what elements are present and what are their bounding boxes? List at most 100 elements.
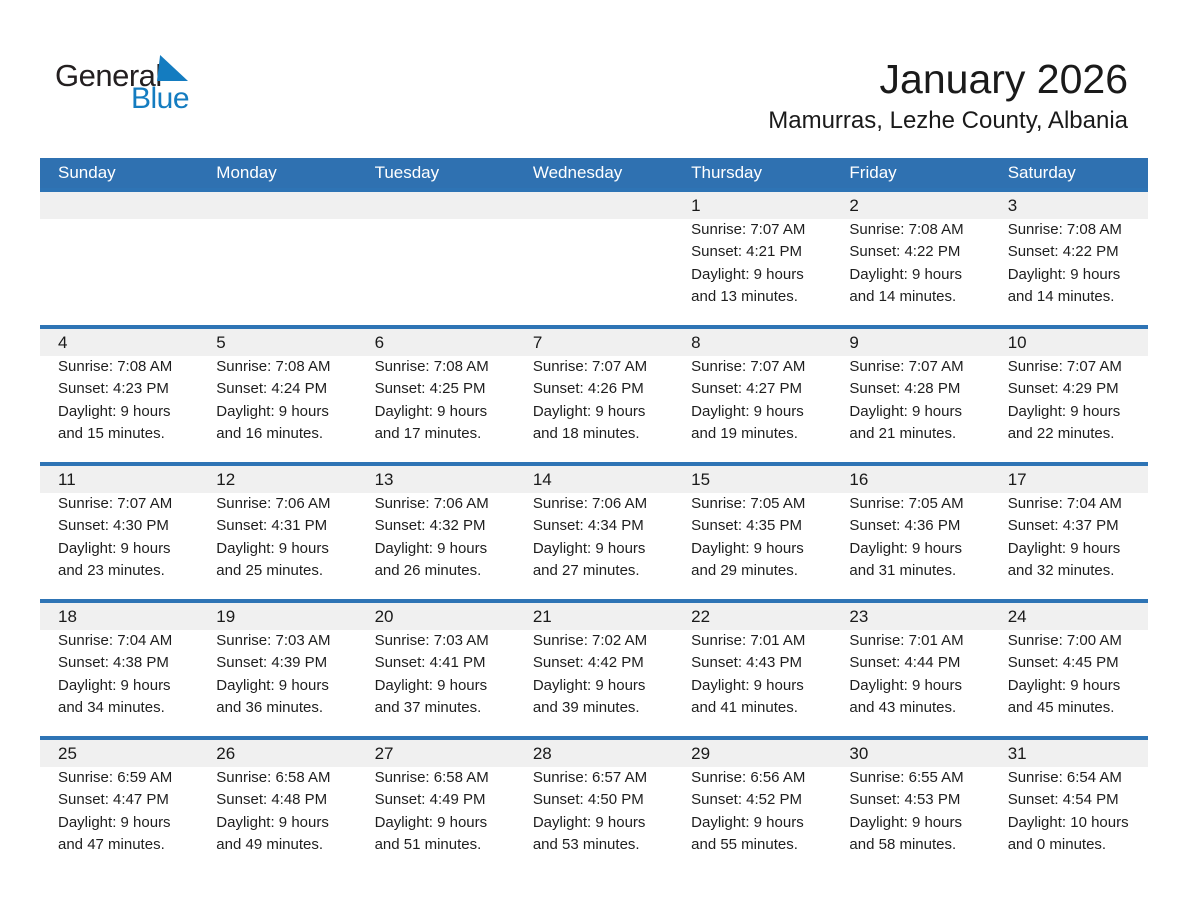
daylight-minutes-text: and 27 minutes. — [532, 562, 640, 580]
sunset-text: Sunset: 4:38 PM — [58, 654, 169, 672]
weekday-thursday: Thursday — [691, 163, 763, 182]
day-cell-5: 5 Sunrise: 7:08 AM Sunset: 4:24 PM Daylight… — [198, 329, 357, 462]
daylight-hours-text: Daylight: 9 hours — [58, 676, 171, 694]
daylight-hours-text: Daylight: 9 hours — [1007, 402, 1121, 420]
sunrise-text: Sunrise: 6:55 AM — [849, 769, 964, 786]
weekday-wednesday: Wednesday — [532, 163, 623, 182]
week-row: 25 Sunrise: 6:59 AM Sunset: 4:47 PM Dayligh… — [40, 736, 1148, 873]
daylight-hours-text: Daylight: 9 hours — [849, 813, 962, 831]
day-number: 18 — [40, 603, 199, 630]
day-cell-21: 21 Sunrise: 7:02 AM Sunset: 4:42 PM Dayligh… — [514, 603, 674, 736]
day-cell-6: 6 Sunrise: 7:08 AM Sunset: 4:25 PM Daylight… — [356, 329, 515, 462]
sunrise-text: Sunrise: 7:06 AM — [374, 495, 489, 512]
day-number: 25 — [40, 740, 199, 767]
day-cell-14: 14 Sunrise: 7:06 AM Sunset: 4:34 PM Dayligh… — [514, 466, 674, 599]
day-cell-3: 3 Sunrise: 7:08 AM Sunset: 4:22 PM Daylight… — [989, 192, 1148, 325]
day-number: 24 — [989, 603, 1148, 630]
sunrise-text: Sunrise: 6:57 AM — [532, 769, 648, 786]
daylight-hours-text: Daylight: 9 hours — [532, 539, 646, 557]
day-number: 6 — [356, 329, 515, 356]
daylight-minutes-text: and 13 minutes. — [691, 288, 798, 306]
sunset-text: Sunset: 4:30 PM — [58, 517, 169, 535]
day-number: 19 — [198, 603, 357, 630]
sunset-text: Sunset: 4:21 PM — [691, 243, 803, 261]
day-cell-empty — [198, 192, 357, 325]
weekday-monday: Monday — [216, 163, 277, 182]
daylight-hours-text: Daylight: 9 hours — [532, 813, 646, 831]
day-number: 13 — [356, 466, 515, 493]
day-cell-22: 22 Sunrise: 7:01 AM Sunset: 4:43 PM Dayligh… — [673, 603, 832, 736]
sunrise-text: Sunrise: 7:04 AM — [58, 632, 173, 649]
sunset-text: Sunset: 4:31 PM — [216, 517, 328, 535]
week-row: 4 Sunrise: 7:08 AM Sunset: 4:23 PM Daylight… — [40, 325, 1148, 462]
sunrise-text: Sunrise: 7:03 AM — [374, 632, 489, 649]
daylight-hours-text: Daylight: 9 hours — [58, 539, 171, 557]
day-number — [356, 192, 515, 219]
day-number: 5 — [198, 329, 357, 356]
day-number — [514, 192, 674, 219]
day-cell-28: 28 Sunrise: 6:57 AM Sunset: 4:50 PM Dayligh… — [514, 740, 674, 873]
daylight-hours-text: Daylight: 9 hours — [691, 402, 804, 420]
sunset-text: Sunset: 4:26 PM — [532, 380, 644, 398]
sunrise-text: Sunrise: 7:08 AM — [1007, 221, 1122, 238]
sunset-text: Sunset: 4:24 PM — [216, 380, 328, 398]
daylight-hours-text: Daylight: 9 hours — [532, 676, 646, 694]
general-blue-logo: General Blue — [55, 55, 275, 122]
daylight-hours-text: Daylight: 9 hours — [691, 676, 804, 694]
sunset-text: Sunset: 4:39 PM — [216, 654, 328, 672]
daylight-minutes-text: and 49 minutes. — [216, 836, 324, 854]
sunrise-text: Sunrise: 7:07 AM — [691, 221, 806, 238]
day-cell-1: 1 Sunrise: 7:07 AM Sunset: 4:21 PM Daylight… — [673, 192, 832, 325]
daylight-minutes-text: and 53 minutes. — [532, 836, 640, 854]
day-number: 31 — [989, 740, 1148, 767]
daylight-hours-text: Daylight: 9 hours — [691, 539, 804, 557]
logo-text-blue: Blue — [131, 82, 190, 115]
daylight-minutes-text: and 34 minutes. — [58, 699, 165, 717]
sunset-text: Sunset: 4:49 PM — [374, 791, 486, 809]
sunrise-text: Sunrise: 7:07 AM — [532, 358, 648, 375]
sunrise-text: Sunrise: 7:07 AM — [691, 358, 806, 375]
daylight-minutes-text: and 32 minutes. — [1007, 562, 1115, 580]
day-cell-8: 8 Sunrise: 7:07 AM Sunset: 4:27 PM Daylight… — [673, 329, 832, 462]
logo-triangle-icon — [157, 55, 188, 81]
day-number: 26 — [198, 740, 357, 767]
day-number: 7 — [514, 329, 674, 356]
day-cell-9: 9 Sunrise: 7:07 AM Sunset: 4:28 PM Daylight… — [831, 329, 990, 462]
daylight-hours-text: Daylight: 9 hours — [532, 402, 646, 420]
day-number: 27 — [356, 740, 515, 767]
sunrise-text: Sunrise: 6:58 AM — [374, 769, 489, 786]
sunset-text: Sunset: 4:32 PM — [374, 517, 486, 535]
daylight-minutes-text: and 47 minutes. — [58, 836, 165, 854]
sunrise-text: Sunrise: 7:05 AM — [691, 495, 806, 512]
daylight-minutes-text: and 55 minutes. — [691, 836, 798, 854]
sunrise-text: Sunrise: 7:05 AM — [849, 495, 964, 512]
day-number: 2 — [831, 192, 990, 219]
day-cell-10: 10 Sunrise: 7:07 AM Sunset: 4:29 PM Dayligh… — [989, 329, 1148, 462]
title-block: January 2026 Mamurras, Lezhe County, Alb… — [768, 56, 1128, 134]
weekday-tuesday: Tuesday — [374, 163, 440, 182]
daylight-hours-text: Daylight: 9 hours — [216, 676, 329, 694]
daylight-minutes-text: and 41 minutes. — [691, 699, 798, 717]
sunset-text: Sunset: 4:25 PM — [374, 380, 486, 398]
sunrise-text: Sunrise: 6:58 AM — [216, 769, 331, 786]
sunset-text: Sunset: 4:28 PM — [849, 380, 961, 398]
weekday-saturday: Saturday — [1007, 163, 1076, 182]
sunrise-text: Sunrise: 7:08 AM — [849, 221, 964, 238]
day-number: 28 — [514, 740, 674, 767]
daylight-hours-text: Daylight: 9 hours — [58, 813, 171, 831]
daylight-hours-text: Daylight: 9 hours — [216, 813, 329, 831]
sunset-text: Sunset: 4:43 PM — [691, 654, 803, 672]
day-number: 10 — [989, 329, 1148, 356]
day-number: 4 — [40, 329, 199, 356]
day-cell-25: 25 Sunrise: 6:59 AM Sunset: 4:47 PM Dayligh… — [40, 740, 199, 873]
sunset-text: Sunset: 4:29 PM — [1007, 380, 1119, 398]
sunrise-text: Sunrise: 7:02 AM — [532, 632, 648, 649]
daylight-minutes-text: and 22 minutes. — [1007, 425, 1115, 443]
day-cell-empty — [40, 192, 199, 325]
sunset-text: Sunset: 4:27 PM — [691, 380, 803, 398]
day-cell-30: 30 Sunrise: 6:55 AM Sunset: 4:53 PM Dayligh… — [831, 740, 990, 873]
day-number: 20 — [356, 603, 515, 630]
daylight-minutes-text: and 14 minutes. — [849, 288, 957, 306]
weekday-header-row: Sunday Monday Tuesday Wednesday Thursday Frid… — [40, 158, 1148, 188]
